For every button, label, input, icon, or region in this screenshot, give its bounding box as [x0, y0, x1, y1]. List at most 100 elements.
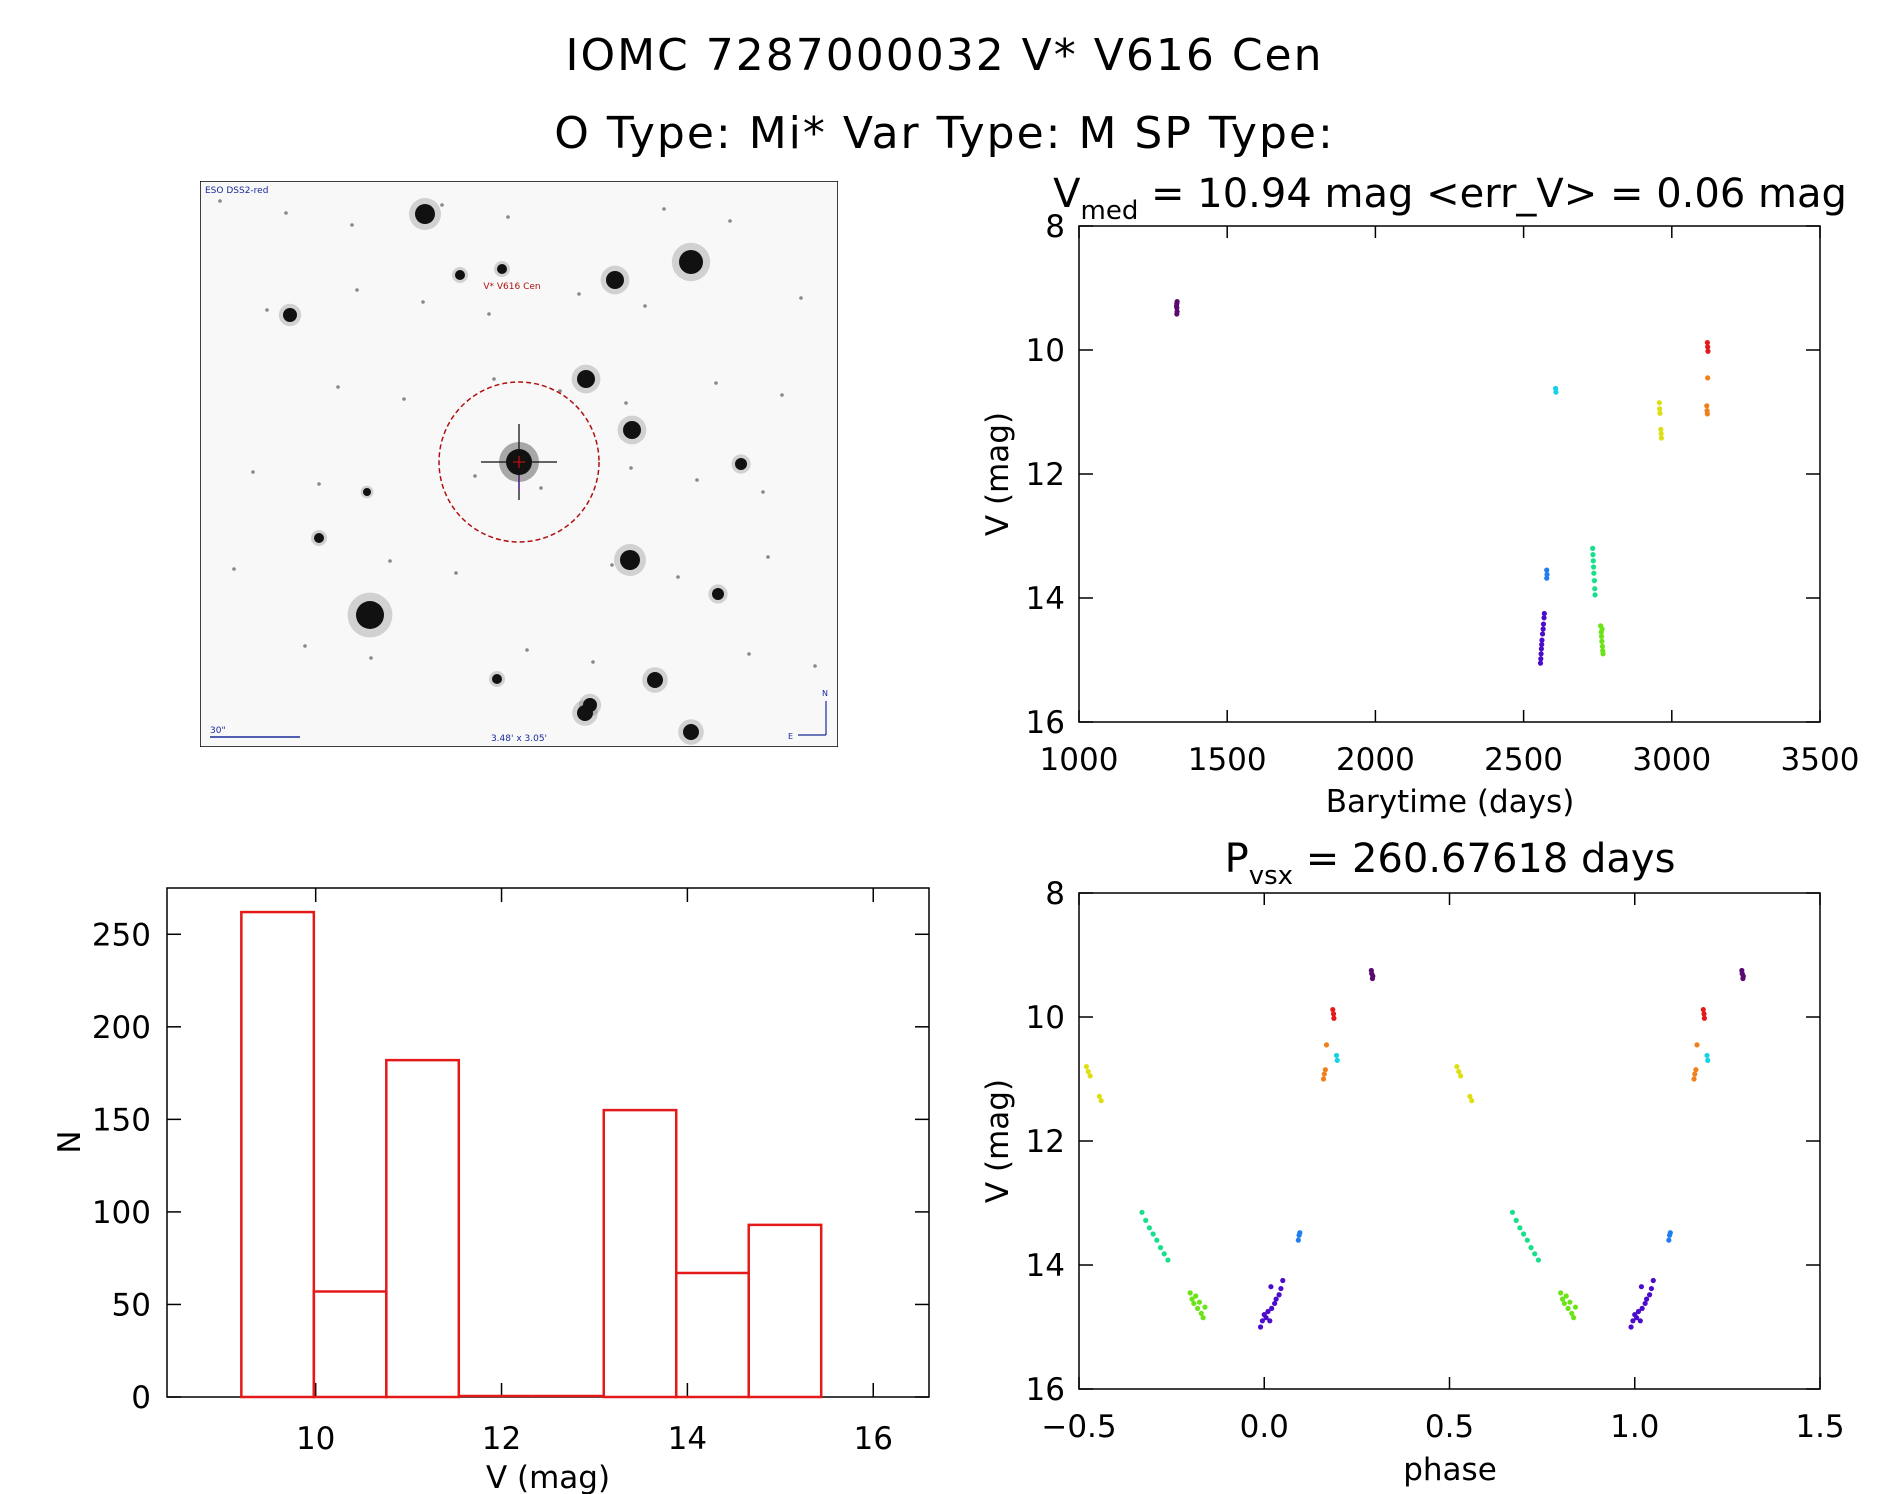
phase-plot-data-point [1200, 1315, 1206, 1321]
phase-plot-data-point [1638, 1284, 1645, 1290]
star-core [356, 601, 384, 629]
light-curve-data-point [1591, 578, 1598, 584]
survey-label: ESO DSS2-red [205, 186, 268, 196]
phase-plot-y-tick-label: 16 [1026, 1372, 1065, 1408]
phase-plot-data-point [1646, 1292, 1653, 1298]
star-core [492, 674, 502, 684]
light-curve-y-tick-label: 16 [1026, 705, 1065, 741]
target-star [481, 424, 557, 500]
phase-plot-data-point [1280, 1277, 1286, 1284]
histogram-bar [747, 1223, 823, 1399]
light-curve-data-point [1539, 631, 1546, 637]
phase-plot-data-point [1272, 1300, 1278, 1307]
phase-plot-data-point [1096, 1093, 1102, 1099]
light-curve-data-point [1539, 637, 1545, 643]
phase-plot-title: Pvsx = 260.67618 days [1225, 836, 1676, 891]
phase-plot-data-point [1693, 1067, 1699, 1073]
light-curve-data-point [1599, 638, 1605, 645]
faint-star [487, 312, 491, 316]
faint-star [336, 385, 340, 389]
phase-plot-data-point [1273, 1296, 1279, 1302]
faint-star [440, 203, 444, 207]
star-core [647, 672, 663, 688]
histogram-bar [385, 1058, 461, 1399]
sky-image-panel: ESO DSS2-red V* V616 Cen 30" 3.48' x 3.0… [200, 181, 838, 747]
phase-plot-data-point [1705, 1057, 1711, 1063]
phase-plot-data-point [1650, 1277, 1656, 1284]
phase-plot-data-point [1517, 1225, 1523, 1231]
field-of-view-label: 3.48' x 3.05' [491, 734, 547, 744]
faint-star [624, 401, 628, 405]
phase-plot-data-point [1667, 1230, 1673, 1236]
phase-plot-data-point [1330, 1006, 1336, 1013]
star-core [620, 550, 640, 570]
phase-plot-area [1078, 892, 1821, 1390]
faint-star [766, 555, 770, 559]
phase-plot-data-point [1644, 1296, 1650, 1302]
faint-star [473, 474, 477, 478]
histogram-x-label: V (mag) [486, 1460, 610, 1494]
light-curve-data-point [1704, 403, 1710, 409]
light-curve-data-point [1658, 431, 1664, 437]
star-core [314, 533, 324, 543]
phase-plot-data-point [1454, 1064, 1460, 1070]
light-curve-data-point [1705, 348, 1711, 354]
phase-plot-data-point [1146, 1225, 1152, 1231]
phase-plot-y-tick-label: 10 [1026, 1000, 1065, 1036]
faint-star [728, 219, 732, 223]
faint-star [780, 393, 784, 397]
light-curve-points [1173, 299, 1711, 666]
light-curve-x-tick-label: 3000 [1632, 742, 1711, 778]
phase-plot-data-point [1150, 1231, 1156, 1237]
phase-plot-data-point [1368, 967, 1374, 974]
scale-bar-label: 30" [210, 726, 226, 736]
histogram-bars [240, 910, 823, 1399]
faint-star [402, 397, 406, 401]
phase-plot-data-point [1509, 1209, 1516, 1215]
faint-star [761, 490, 765, 494]
histogram-bar [312, 1290, 388, 1399]
figure-title-object-ids: IOMC 7287000032 V* V616 Cen [565, 30, 1324, 81]
light-curve-data-point [1591, 570, 1597, 576]
phase-plot-data-point [1202, 1304, 1208, 1310]
light-curve-data-point [1705, 375, 1711, 381]
phase-plot-data-point [1098, 1098, 1104, 1104]
histogram-plot-area [166, 887, 930, 1398]
faint-star [492, 377, 496, 381]
faint-star [251, 470, 255, 474]
faint-star [232, 567, 236, 571]
phase-plot-data-point [1701, 1015, 1708, 1021]
histogram-x-tick-label: 10 [296, 1421, 335, 1457]
light-curve-data-point [1704, 339, 1710, 346]
phase-plot-data-point [1692, 1071, 1698, 1077]
phase-plot-data-point [1157, 1245, 1164, 1251]
histogram-y-tick-label: 250 [92, 917, 151, 953]
light-curve-y-tick-label: 8 [1045, 209, 1065, 245]
phase-plot-data-point [1269, 1305, 1275, 1311]
faint-star [747, 652, 751, 656]
faint-star [539, 486, 543, 490]
phase-plot-data-point [1528, 1245, 1534, 1251]
faint-star [369, 656, 373, 660]
light-curve-x-tick-label: 1500 [1188, 742, 1267, 778]
light-curve-y-tick-label: 12 [1026, 457, 1065, 493]
phase-plot-data-point [1739, 967, 1745, 974]
light-curve-data-point [1590, 564, 1597, 570]
phase-plot-data-point [1334, 1057, 1340, 1063]
phase-plot-data-point [1265, 1308, 1271, 1315]
phase-plot-data-point [1083, 1064, 1090, 1070]
light-curve-data-point [1599, 626, 1605, 632]
compass-icon: N E [788, 689, 828, 741]
light-curve-data-point [1590, 552, 1596, 558]
compass-north-label: N [822, 689, 828, 698]
phase-plot-data-point [1278, 1285, 1284, 1292]
light-curve-data-point [1541, 615, 1547, 621]
phase-plot-data-point [1535, 1257, 1542, 1263]
figure-title-types: O Type: Mi* Var Type: M SP Type: [554, 108, 1335, 159]
phase-plot-data-point [1691, 1076, 1697, 1082]
phase-plot-data-point [1700, 1006, 1706, 1013]
phase-plot-data-point [1191, 1300, 1197, 1307]
histogram-x-tick-label: 14 [668, 1421, 707, 1457]
phase-plot-data-point [1469, 1098, 1475, 1104]
phase-plot-data-point [1532, 1251, 1538, 1257]
